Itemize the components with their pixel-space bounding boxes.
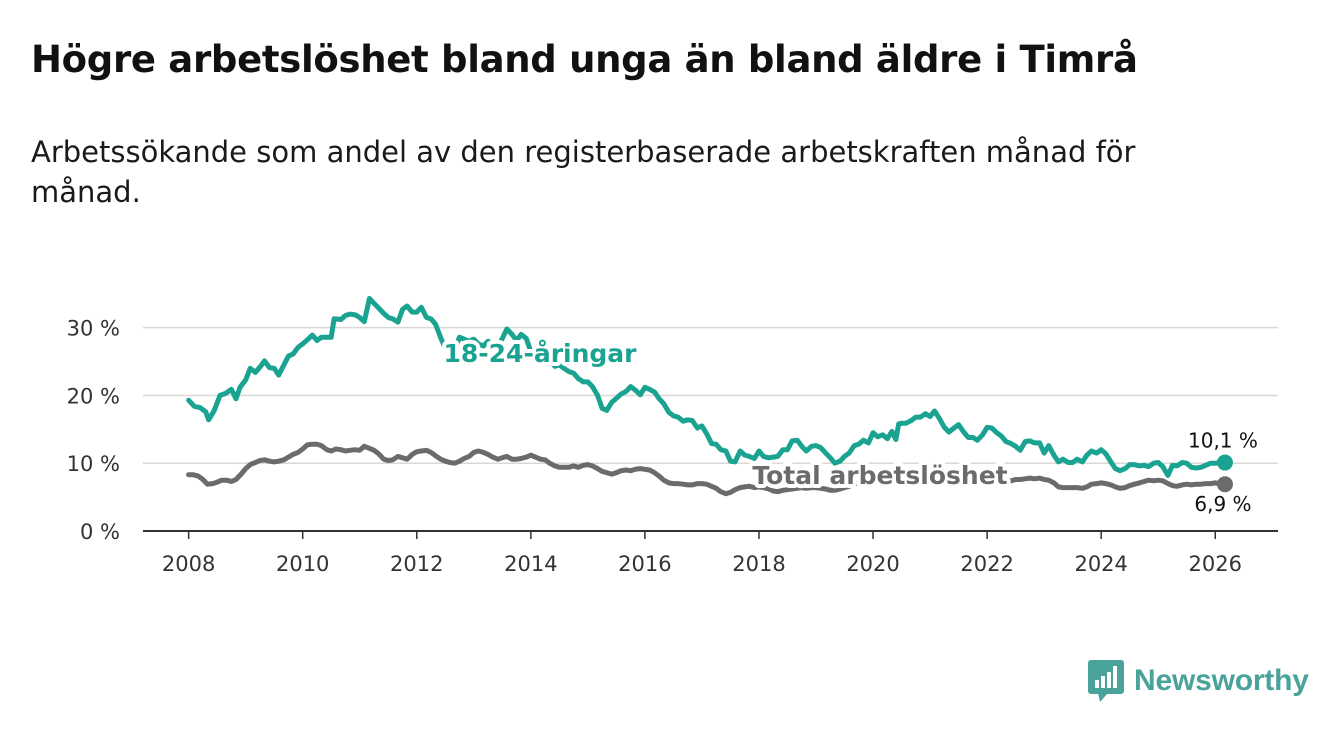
chart-subtitle: Arbetssökande som andel av den registerb… <box>31 135 1136 209</box>
y-axis: 0 % 10 % 20 % 30 % <box>67 317 120 544</box>
series-line-youth <box>186 296 1228 478</box>
end-point-marker <box>1216 476 1233 493</box>
y-tick-label: 10 % <box>67 452 120 476</box>
x-tick-label: 2010 <box>276 552 329 576</box>
series-label-halo: 18-24-åringar <box>444 339 638 368</box>
y-tick-label: 20 % <box>67 384 120 408</box>
end-value-label: 6,9 % <box>1194 492 1251 516</box>
x-tick-label: 2016 <box>618 552 671 576</box>
x-tick-label: 2014 <box>504 552 557 576</box>
y-tick-label: 0 % <box>80 520 120 544</box>
x-tick-label: 2020 <box>846 552 899 576</box>
bar-chart-speech-icon <box>1088 660 1124 702</box>
x-tick-label: 2018 <box>732 552 785 576</box>
x-tick-label: 2008 <box>162 552 215 576</box>
x-tick-label: 2012 <box>390 552 443 576</box>
x-tick-label: 2024 <box>1074 552 1127 576</box>
x-axis: 2008 2010 2012 2014 2016 2018 2020 2022 2024 2026 <box>143 530 1278 576</box>
series-label: 18-24-åringar <box>444 339 638 368</box>
series-label-halo: Total arbetslöshet <box>752 461 1007 490</box>
newsworthy-logo[interactable]: Newsworthy <box>1088 660 1309 702</box>
end-point-marker <box>1216 454 1233 471</box>
x-tick-label: 2026 <box>1189 552 1242 576</box>
series-line-total <box>186 441 1228 497</box>
series-lines <box>186 296 1228 497</box>
end-value-label: 10,1 % <box>1188 429 1258 453</box>
y-tick-label: 30 % <box>67 317 120 341</box>
x-tick-label: 2022 <box>960 552 1013 576</box>
series-label: Total arbetslöshet <box>752 461 1007 490</box>
chart-title: Högre arbetslöshet bland unga än bland ä… <box>31 38 1138 81</box>
brand-name: Newsworthy <box>1134 664 1309 697</box>
